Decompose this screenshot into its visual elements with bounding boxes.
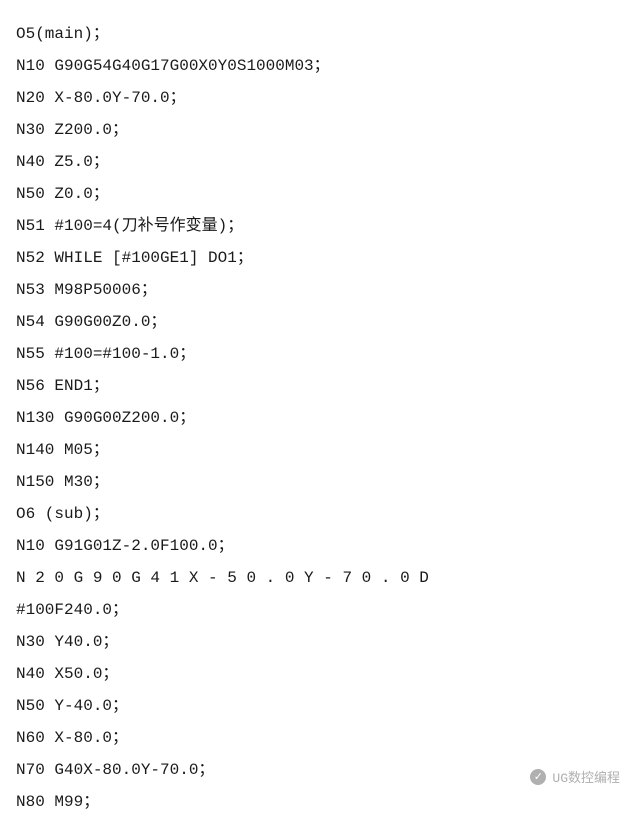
code-line: N56 END1； bbox=[16, 370, 624, 402]
watermark-text: UG数控编程 bbox=[552, 767, 620, 786]
code-line: N55 #100=#100-1.0； bbox=[16, 338, 624, 370]
code-line: N54 G90G00Z0.0； bbox=[16, 306, 624, 338]
code-line: O6 (sub)； bbox=[16, 498, 624, 530]
code-line: N40 X50.0； bbox=[16, 658, 624, 690]
code-line: N53 M98P50006； bbox=[16, 274, 624, 306]
code-line: N60 X-80.0； bbox=[16, 722, 624, 754]
code-line: N51 #100=4(刀补号作变量)； bbox=[16, 210, 624, 242]
code-line: O5(main)； bbox=[16, 18, 624, 50]
code-line: N130 G90G00Z200.0； bbox=[16, 402, 624, 434]
code-line: N52 WHILE [#100GE1] DO1； bbox=[16, 242, 624, 274]
code-line: N20 X-80.0Y-70.0； bbox=[16, 82, 624, 114]
code-line: N150 M30； bbox=[16, 466, 624, 498]
code-line: N10 G91G01Z-2.0F100.0； bbox=[16, 530, 624, 562]
code-line: N50 Z0.0； bbox=[16, 178, 624, 210]
watermark: ✓ UG数控编程 bbox=[530, 767, 620, 786]
code-line: N80 M99； bbox=[16, 786, 624, 818]
wechat-icon: ✓ bbox=[530, 769, 546, 785]
code-line: N 2 0 G 9 0 G 4 1 X - 5 0 . 0 Y - 7 0 . … bbox=[16, 562, 624, 594]
cnc-code-block: O5(main)； N10 G90G54G40G17G00X0Y0S1000M0… bbox=[0, 0, 640, 836]
code-line: N50 Y-40.0； bbox=[16, 690, 624, 722]
code-line: N10 G90G54G40G17G00X0Y0S1000M03； bbox=[16, 50, 624, 82]
code-line: N40 Z5.0； bbox=[16, 146, 624, 178]
code-line: N30 Z200.0； bbox=[16, 114, 624, 146]
code-line: N30 Y40.0； bbox=[16, 626, 624, 658]
code-line: #100F240.0； bbox=[16, 594, 624, 626]
code-line: N140 M05； bbox=[16, 434, 624, 466]
